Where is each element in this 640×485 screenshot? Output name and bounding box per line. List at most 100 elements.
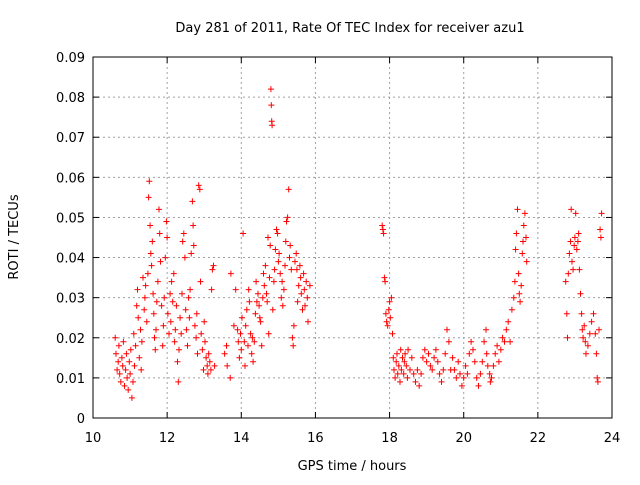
data-point: [402, 350, 409, 357]
data-point: [240, 230, 247, 237]
data-point: [416, 382, 423, 389]
data-point: [490, 362, 497, 369]
data-point: [401, 358, 408, 365]
data-point: [255, 290, 261, 297]
data-point: [257, 318, 264, 325]
data-point: [580, 334, 587, 341]
data-point: [179, 238, 186, 245]
data-point: [141, 306, 148, 313]
data-point: [288, 266, 295, 273]
data-point: [394, 370, 401, 377]
data-point: [141, 294, 148, 301]
data-point: [147, 222, 154, 229]
data-point: [145, 194, 152, 201]
data-point: [249, 334, 256, 341]
data-point: [305, 318, 311, 325]
data-point: [565, 270, 572, 277]
data-point: [130, 378, 136, 385]
data-point: [283, 218, 290, 225]
data-point: [164, 310, 171, 317]
data-point: [164, 234, 171, 241]
x-tick-label: 20: [455, 431, 472, 446]
x-tick-label: 10: [85, 431, 102, 446]
data-point: [230, 322, 237, 329]
data-point: [273, 226, 280, 233]
data-point: [287, 242, 294, 249]
data-point: [252, 310, 259, 317]
data-point: [167, 290, 174, 297]
data-point: [178, 330, 185, 337]
data-point: [517, 298, 524, 305]
data-point: [494, 342, 501, 349]
data-point: [495, 358, 502, 365]
data-point: [279, 278, 286, 285]
data-point: [487, 378, 494, 385]
data-point: [297, 274, 304, 281]
data-point: [520, 222, 527, 229]
data-point: [270, 278, 277, 285]
data-point: [299, 306, 306, 313]
data-point: [383, 318, 390, 325]
data-point: [380, 230, 387, 237]
data-point: [171, 338, 178, 345]
data-point: [246, 298, 253, 305]
data-point: [205, 350, 212, 357]
data-point: [386, 298, 393, 305]
data-point: [449, 354, 456, 361]
data-point: [210, 262, 217, 269]
data-point: [304, 294, 311, 301]
data-point: [403, 362, 410, 369]
data-point: [583, 350, 589, 357]
data-point: [176, 346, 182, 353]
data-point: [209, 266, 216, 273]
data-point: [196, 186, 203, 193]
data-point: [404, 374, 411, 381]
data-point: [113, 350, 119, 357]
data-point: [146, 178, 153, 185]
data-point: [414, 366, 421, 373]
data-point: [140, 274, 146, 281]
data-point: [282, 262, 288, 269]
data-point: [193, 310, 200, 317]
data-point: [264, 298, 271, 305]
data-point: [301, 286, 308, 293]
data-point: [571, 242, 578, 249]
data-point: [245, 286, 252, 293]
data-point: [397, 346, 404, 353]
data-point: [204, 370, 211, 377]
data-point: [241, 338, 248, 345]
data-point: [161, 294, 168, 301]
data-point: [132, 342, 139, 349]
data-point: [407, 366, 413, 373]
data-point: [464, 370, 471, 377]
data-point: [150, 310, 157, 317]
data-point: [451, 366, 458, 373]
data-point: [571, 234, 578, 241]
data-point: [275, 258, 282, 265]
data-point: [286, 254, 293, 261]
data-point: [475, 382, 482, 389]
data-point: [418, 370, 425, 377]
data-point: [385, 306, 392, 313]
data-point: [250, 358, 257, 365]
data-point: [438, 378, 445, 385]
data-point: [149, 238, 156, 245]
data-point: [172, 326, 179, 333]
data-point: [578, 310, 585, 317]
data-point: [157, 258, 164, 265]
data-point: [564, 334, 571, 341]
data-point: [201, 318, 208, 325]
data-point: [567, 238, 574, 245]
chart-title: Day 281 of 2011, Rate Of TEC Index for r…: [175, 21, 524, 36]
data-point: [594, 374, 601, 381]
data-point: [166, 330, 172, 337]
data-point: [204, 362, 211, 369]
data-point: [168, 278, 175, 285]
data-point: [263, 290, 270, 297]
data-point: [123, 350, 130, 357]
data-point: [282, 238, 289, 245]
data-point: [239, 314, 245, 321]
data-point: [462, 362, 469, 369]
data-point: [284, 214, 291, 221]
